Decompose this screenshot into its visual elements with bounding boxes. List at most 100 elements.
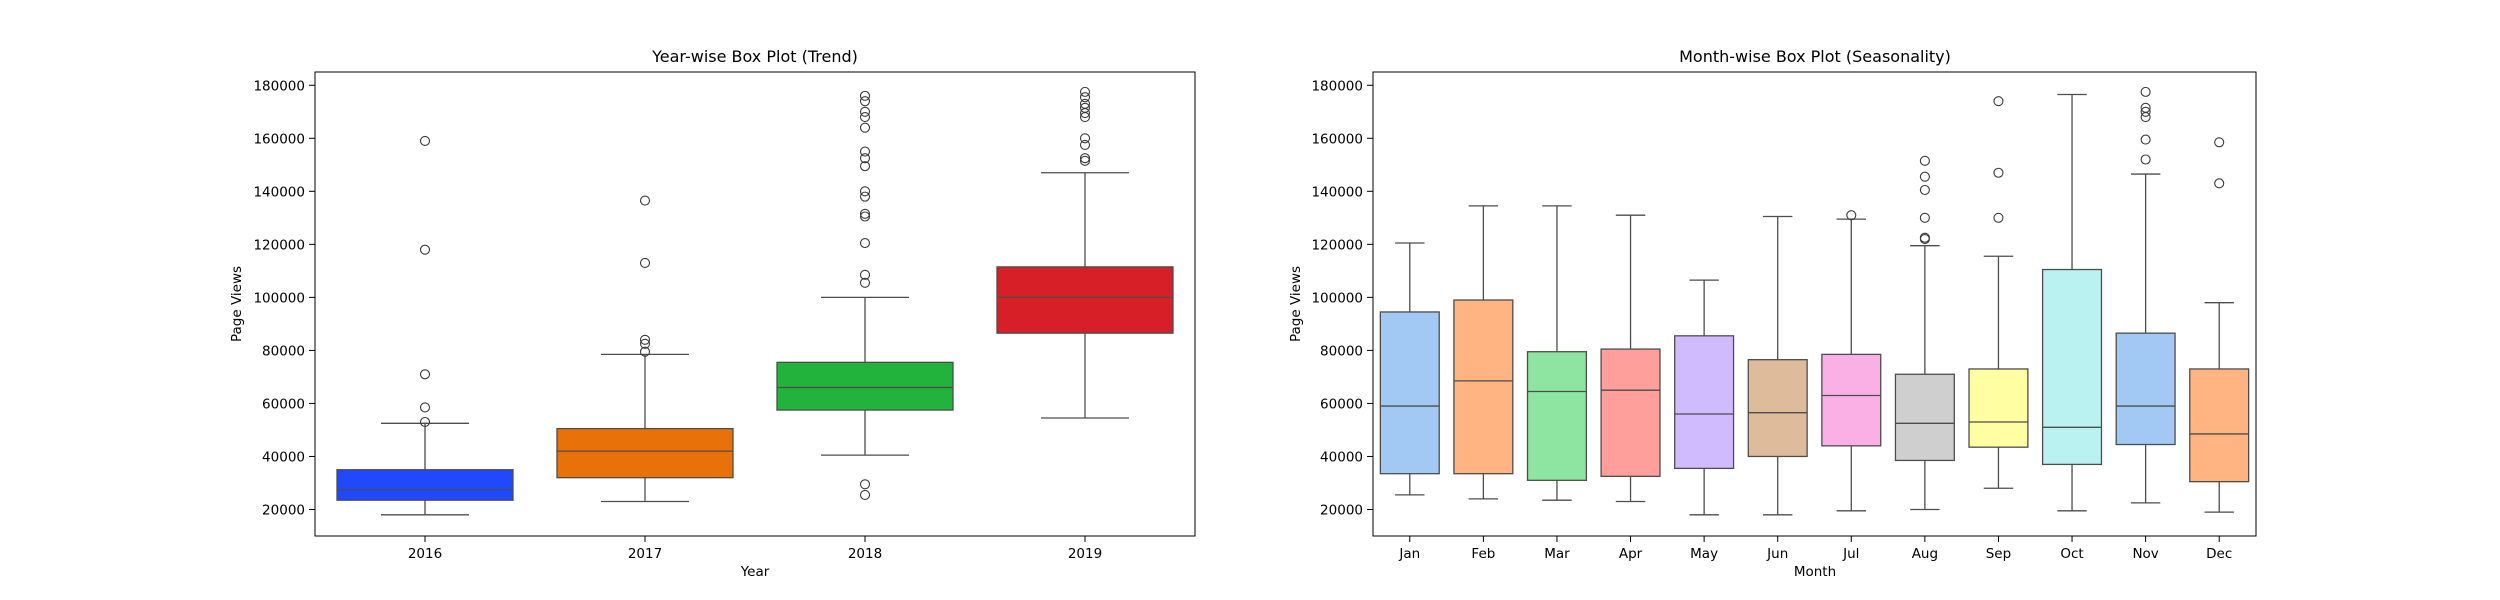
outlier-point xyxy=(1079,153,1091,164)
iqr-box xyxy=(1453,299,1514,475)
outlier-point xyxy=(859,191,871,202)
y-tick-label: 160000 xyxy=(1311,131,1363,147)
x-tick-label: Mar xyxy=(1544,546,1570,562)
box-2018 xyxy=(776,90,954,500)
outlier-point xyxy=(859,211,871,222)
y-axis-label: Page Views xyxy=(229,266,245,342)
outlier-point xyxy=(2140,154,2151,165)
year-boxplot-panel: Year-wise Box Plot (Trend) Year Page Vie… xyxy=(229,47,1196,580)
iqr-box xyxy=(2189,368,2250,483)
y-tick-label: 120000 xyxy=(253,237,305,253)
box-2017 xyxy=(556,195,734,503)
axis-ticks: 20000 40000 60000 80000 100000 120000 140000 16… xyxy=(253,78,1102,562)
x-tick-label: Jul xyxy=(1842,546,1859,562)
x-tick-label: Apr xyxy=(1619,546,1643,562)
iqr-box xyxy=(2115,332,2176,446)
x-axis-label: Year xyxy=(740,564,770,580)
iqr-box xyxy=(996,266,1174,334)
boxes xyxy=(336,86,1174,516)
iqr-box xyxy=(1968,368,2029,448)
iqr-box xyxy=(1821,353,1882,447)
outlier-point xyxy=(419,369,431,380)
x-tick-label: 2018 xyxy=(848,546,882,562)
outlier-point xyxy=(2214,137,2225,148)
outlier-point xyxy=(859,186,871,197)
plot-frame xyxy=(1372,71,2257,537)
x-tick-label: Nov xyxy=(2132,546,2158,562)
outlier-point xyxy=(419,244,431,255)
x-tick-label: 2016 xyxy=(408,546,442,562)
iqr-box xyxy=(1747,359,1808,458)
y-tick-label: 120000 xyxy=(1311,237,1363,253)
outlier-point xyxy=(859,122,871,133)
box-Jun xyxy=(1747,215,1808,516)
outlier-point xyxy=(1079,133,1091,144)
box-Mar xyxy=(1526,205,1588,501)
outlier-point xyxy=(2140,112,2151,123)
outlier-point xyxy=(859,90,871,101)
outlier-point xyxy=(639,338,651,349)
iqr-box xyxy=(2041,268,2103,466)
outlier-point xyxy=(859,96,871,107)
outlier-point xyxy=(2140,134,2151,145)
iqr-box xyxy=(1894,373,1955,462)
x-tick-label: 2019 xyxy=(1068,546,1102,562)
box-Nov xyxy=(2115,86,2176,504)
outlier-point xyxy=(859,269,871,280)
y-tick-label: 80000 xyxy=(262,343,305,359)
outlier-point xyxy=(2140,86,2151,97)
outlier-point xyxy=(1919,171,1930,182)
x-tick-label: Jan xyxy=(1398,546,1420,562)
y-tick-label: 180000 xyxy=(1311,78,1363,94)
y-tick-label: 140000 xyxy=(253,184,305,200)
y-tick-label: 180000 xyxy=(253,78,305,94)
outlier-point xyxy=(1079,139,1091,150)
iqr-box xyxy=(556,427,734,479)
outlier-point xyxy=(419,416,431,428)
outlier-point xyxy=(859,479,871,490)
box-May xyxy=(1674,279,1735,516)
y-axis-label: Page Views xyxy=(1288,266,1304,342)
outlier-point xyxy=(1993,167,2004,178)
outlier-point xyxy=(1919,232,1930,243)
outlier-point xyxy=(1919,184,1930,196)
y-tick-label: 80000 xyxy=(1320,343,1363,359)
box-2019 xyxy=(996,86,1174,419)
axis-ticks: 20000 40000 60000 80000 100000 120000 140000 16… xyxy=(1311,78,2232,562)
y-tick-label: 60000 xyxy=(1320,396,1363,412)
outlier-point xyxy=(859,112,871,123)
outlier-point xyxy=(1993,96,2004,107)
x-tick-label: May xyxy=(1690,546,1718,562)
y-tick-label: 40000 xyxy=(1320,449,1363,465)
iqr-box xyxy=(336,469,514,501)
outlier-point xyxy=(1919,212,1930,223)
y-tick-label: 60000 xyxy=(262,396,305,412)
iqr-box xyxy=(1600,348,1661,477)
outlier-point xyxy=(1079,86,1091,97)
box-Jul xyxy=(1821,210,1882,512)
outlier-point xyxy=(1079,102,1091,113)
outlier-point xyxy=(859,153,871,164)
box-Oct xyxy=(2041,93,2103,512)
outlier-point xyxy=(1079,92,1091,103)
x-axis-label: Month xyxy=(1794,564,1836,580)
x-tick-label: 2017 xyxy=(628,546,662,562)
iqr-box xyxy=(776,361,954,411)
x-tick-label: Oct xyxy=(2060,546,2083,562)
outlier-point xyxy=(859,161,871,172)
iqr-box xyxy=(1674,335,1735,470)
outlier-point xyxy=(639,195,651,206)
box-2016 xyxy=(336,135,514,516)
outlier-point xyxy=(419,402,431,413)
box-Apr xyxy=(1600,214,1661,503)
chart-title: Year-wise Box Plot (Trend) xyxy=(651,47,858,66)
plot-frame xyxy=(314,71,1196,537)
outlier-point xyxy=(859,489,871,500)
iqr-box xyxy=(1526,351,1588,481)
outlier-point xyxy=(859,237,871,249)
outlier-point xyxy=(1079,155,1091,166)
y-tick-label: 20000 xyxy=(1320,502,1363,518)
x-tick-label: Feb xyxy=(1471,546,1495,562)
y-tick-label: 100000 xyxy=(253,290,305,306)
